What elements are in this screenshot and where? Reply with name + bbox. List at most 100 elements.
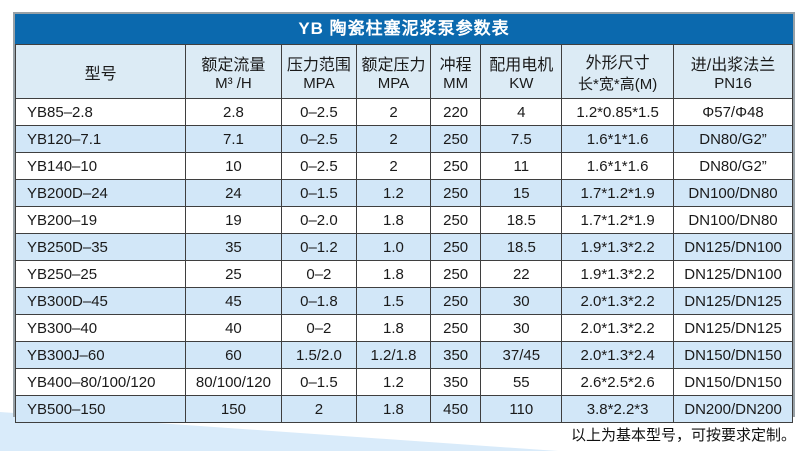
value-cell: 0–2: [280, 314, 358, 342]
value-cell: 0–1.5: [280, 179, 358, 207]
value-cell: 0–2.5: [280, 152, 358, 180]
value-cell: 2: [356, 98, 431, 126]
table-body: YB85–2.8 2.8 0–2.5 2 220 4 1.2*0.85*1.5 Φ57/Φ48…: [14, 98, 793, 423]
model-cell: YB140–10: [14, 152, 187, 180]
col-header-stroke: 冲程 MM: [429, 44, 482, 99]
col-header-line1: 型号: [84, 65, 117, 83]
value-cell: DN125/DN100: [673, 260, 793, 288]
value-cell: 19: [185, 206, 282, 234]
value-cell: 1.8: [356, 206, 431, 234]
table-row: YB120–7.1 7.1 0–2.5 2 250 7.5 1.6*1*1.6 DN80/G2…: [14, 125, 793, 153]
col-header-line2: PN16: [714, 75, 752, 92]
model-cell: YB500–150: [14, 395, 187, 423]
model-cell: YB200D–24: [14, 179, 187, 207]
col-header-line2: MM: [443, 75, 469, 92]
table-title: YB 陶瓷柱塞泥浆泵参数表: [15, 14, 793, 44]
col-header-line1: 冲程: [439, 57, 472, 74]
value-cell: 25: [185, 260, 282, 288]
value-cell: 15: [480, 179, 563, 207]
value-cell: 45: [185, 287, 282, 315]
col-header-line2: 长*宽*高(M): [578, 76, 658, 93]
value-cell: 450: [429, 395, 482, 423]
model-cell: YB300–40: [14, 314, 187, 342]
value-cell: 1.7*1.2*1.9: [561, 206, 675, 234]
col-header-model: 型号: [14, 44, 187, 99]
value-cell: 250: [429, 206, 482, 234]
value-cell: 7.1: [185, 125, 282, 153]
value-cell: DN100/DN80: [673, 206, 793, 234]
value-cell: DN125/DN100: [673, 233, 793, 261]
value-cell: 2.6*2.5*2.6: [561, 368, 675, 396]
value-cell: 4: [480, 98, 563, 126]
value-cell: 110: [480, 395, 563, 423]
value-cell: 1.5/2.0: [280, 341, 358, 369]
spec-table-frame: YB 陶瓷柱塞泥浆泵参数表 型号 额定流量 M³ /H 压力范围: [13, 12, 795, 423]
col-header-rated-pressure: 额定压力 MPA: [356, 44, 431, 99]
value-cell: DN80/G2”: [673, 125, 793, 153]
value-cell: 1.9*1.3*2.2: [561, 233, 675, 261]
model-cell: YB300J–60: [14, 341, 187, 369]
value-cell: 18.5: [480, 206, 563, 234]
value-cell: 40: [185, 314, 282, 342]
model-cell: YB200–19: [14, 206, 187, 234]
value-cell: 250: [429, 179, 482, 207]
value-cell: 2: [280, 395, 358, 423]
model-cell: YB250D–35: [14, 233, 187, 261]
value-cell: 0–1.2: [280, 233, 358, 261]
table-row: YB300J–60 60 1.5/2.0 1.2/1.8 350 37/45 2.0*1.3…: [14, 341, 793, 369]
table-row: YB85–2.8 2.8 0–2.5 2 220 4 1.2*0.85*1.5 Φ57/Φ48: [14, 98, 793, 126]
value-cell: 350: [429, 368, 482, 396]
value-cell: 2: [356, 125, 431, 153]
col-header-dimensions: 外形尺寸 长*宽*高(M): [561, 44, 675, 99]
table-row: YB500–150 150 2 1.8 450 110 3.8*2.2*3 DN200/DN2…: [14, 395, 793, 423]
col-header-line1: 外形尺寸: [585, 55, 650, 72]
table-row: YB200D–24 24 0–1.5 1.2 250 15 1.7*1.2*1.9 DN100…: [14, 179, 793, 207]
value-cell: 55: [480, 368, 563, 396]
table-row: YB250D–35 35 0–1.2 1.0 250 18.5 1.9*1.3*2.2 DN1…: [14, 233, 793, 261]
value-cell: 150: [185, 395, 282, 423]
table-row: YB140–10 10 0–2.5 2 250 11 1.6*1*1.6 DN80/G2”: [14, 152, 793, 180]
value-cell: 18.5: [480, 233, 563, 261]
model-cell: YB300D–45: [14, 287, 187, 315]
value-cell: 80/100/120: [185, 368, 282, 396]
value-cell: 250: [429, 152, 482, 180]
value-cell: 250: [429, 233, 482, 261]
col-header-line1: 配用电机: [489, 57, 554, 74]
value-cell: 250: [429, 314, 482, 342]
value-cell: 350: [429, 341, 482, 369]
table-row: YB400–80/100/120 80/100/120 0–1.5 1.2 350 55 2…: [14, 368, 793, 396]
value-cell: DN125/DN125: [673, 314, 793, 342]
value-cell: DN100/DN80: [673, 179, 793, 207]
value-cell: 2.0*1.3*2.2: [561, 287, 675, 315]
value-cell: DN80/G2”: [673, 152, 793, 180]
table-row: YB300–40 40 0–2 1.8 250 30 2.0*1.3*2.2 DN125/DN…: [14, 314, 793, 342]
value-cell: 1.8: [356, 314, 431, 342]
col-header-rated-flow: 额定流量 M³ /H: [185, 44, 282, 99]
value-cell: 7.5: [480, 125, 563, 153]
value-cell: 0–2: [280, 260, 358, 288]
value-cell: 220: [429, 98, 482, 126]
value-cell: 1.6*1*1.6: [561, 152, 675, 180]
footer-note: 以上为基本型号，可按要求定制。: [570, 427, 796, 444]
table-row: YB250–25 25 0–2 1.8 250 22 1.9*1.3*2.2 DN125/DN…: [14, 260, 793, 288]
value-cell: 0–2.5: [280, 125, 358, 153]
value-cell: 2.8: [185, 98, 282, 126]
col-header-line2: KW: [509, 75, 534, 92]
value-cell: 30: [480, 287, 563, 315]
value-cell: 1.2: [356, 368, 431, 396]
value-cell: DN150/DN150: [673, 368, 793, 396]
value-cell: 1.8: [356, 260, 431, 288]
value-cell: Φ57/Φ48: [673, 98, 793, 126]
value-cell: 37/45: [480, 341, 563, 369]
value-cell: 0–2.5: [280, 98, 358, 126]
value-cell: 1.7*1.2*1.9: [561, 179, 675, 207]
value-cell: 3.8*2.2*3: [561, 395, 675, 423]
model-cell: YB120–7.1: [14, 125, 187, 153]
value-cell: 24: [185, 179, 282, 207]
col-header-line1: 额定流量: [201, 57, 266, 74]
value-cell: 1.2*0.85*1.5: [561, 98, 675, 126]
value-cell: 250: [429, 287, 482, 315]
value-cell: 30: [480, 314, 563, 342]
model-cell: YB250–25: [14, 260, 187, 288]
table-row: YB300D–45 45 0–1.8 1.5 250 30 2.0*1.3*2.2 DN125…: [14, 287, 793, 315]
